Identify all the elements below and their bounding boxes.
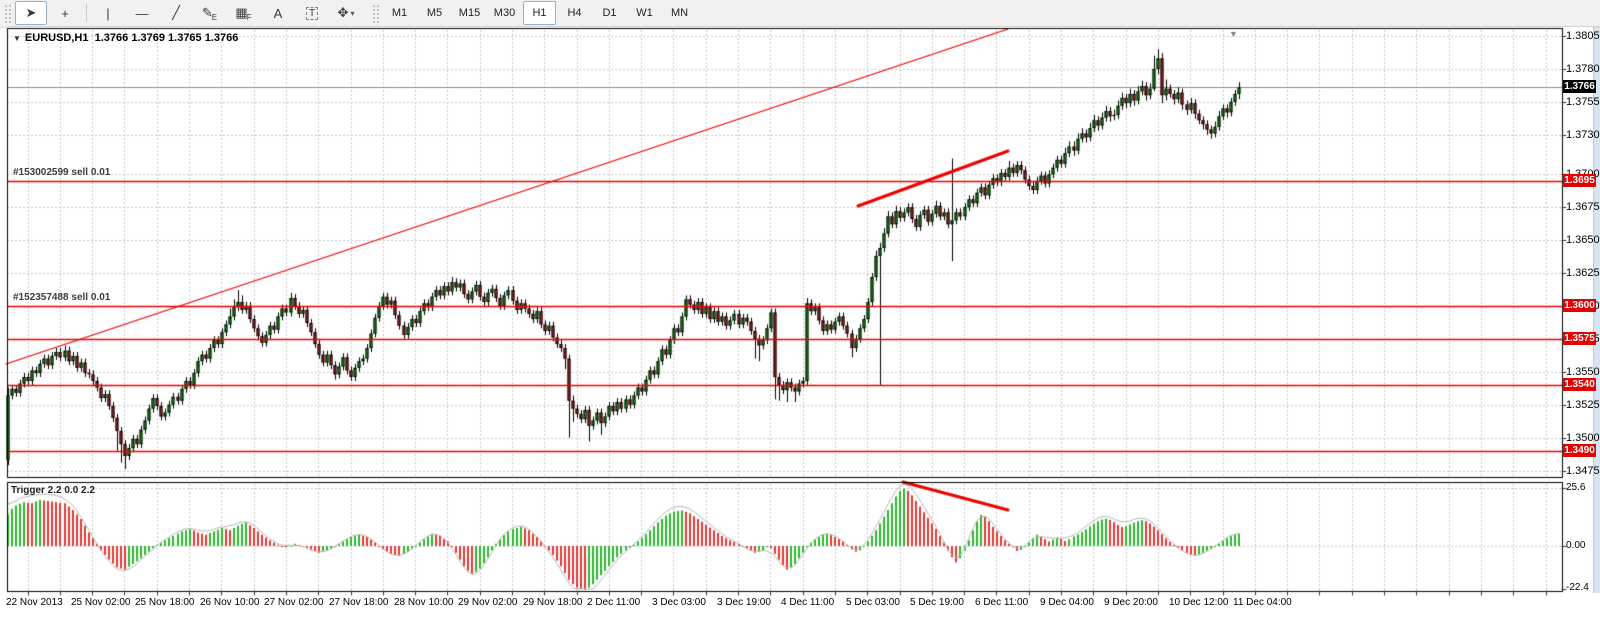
time-axis-label: 4 Dec 11:00	[781, 597, 835, 608]
time-axis-label: 2 Dec 11:00	[587, 597, 641, 608]
price-axis-label: 1.3805	[1566, 30, 1600, 42]
time-axis-label: 26 Nov 10:00	[200, 597, 260, 608]
collapse-icon[interactable]: ▼	[13, 34, 21, 43]
price-axis-label: 1.3675	[1566, 201, 1600, 213]
price-axis-label: 1.3550	[1566, 366, 1600, 378]
time-axis-label: 27 Nov 18:00	[329, 597, 389, 608]
indicator-scale-label: 0.00	[1566, 540, 1586, 551]
indicator-scale-label: 25.6	[1566, 482, 1586, 493]
price-axis-label: 1.3780	[1566, 63, 1600, 75]
indicator-name-label: Trigger 2.2 0.0 2.2	[11, 485, 95, 496]
indicator-scale-label: -22.4	[1566, 582, 1589, 593]
time-axis-label: 3 Dec 03:00	[652, 597, 706, 608]
time-axis-label: 9 Dec 04:00	[1040, 597, 1094, 608]
price-tag: 1.3575	[1563, 332, 1596, 345]
price-axis-label: 1.3650	[1566, 234, 1600, 246]
time-axis-label: 28 Nov 10:00	[394, 597, 454, 608]
time-axis-label: 3 Dec 19:00	[717, 597, 771, 608]
time-axis-label: 9 Dec 20:00	[1104, 597, 1158, 608]
price-axis-label: 1.3755	[1566, 96, 1600, 108]
symbol-label: EURUSD,H1	[24, 32, 89, 44]
price-axis-label: 1.3730	[1566, 129, 1600, 141]
ohlc-quotes: 1.3766 1.3769 1.3765 1.3766	[94, 32, 239, 44]
price-tag: 1.3600	[1563, 299, 1596, 312]
time-axis-label: 22 Nov 2013	[6, 597, 63, 608]
time-axis-label: 27 Nov 02:00	[264, 597, 324, 608]
time-axis-label: 29 Nov 02:00	[458, 597, 518, 608]
chart-title: ▼ EURUSD,H1 1.3766 1.3769 1.3765 1.3766	[13, 32, 238, 44]
time-axis-label: 25 Nov 18:00	[135, 597, 195, 608]
price-axis-label: 1.3525	[1566, 399, 1600, 411]
price-tag: 1.3490	[1563, 444, 1596, 457]
price-tag: 1.3766	[1563, 80, 1596, 93]
price-axis-label: 1.3625	[1566, 267, 1600, 279]
time-axis-label: 6 Dec 11:00	[975, 597, 1029, 608]
time-axis-label: 29 Nov 18:00	[523, 597, 583, 608]
order-label: #153002599 sell 0.01	[13, 167, 111, 178]
price-axis-label: 1.3475	[1566, 465, 1600, 477]
time-axis-label: 11 Dec 04:00	[1233, 597, 1292, 608]
time-axis-label: 5 Dec 03:00	[846, 597, 900, 608]
time-axis-label: 25 Nov 02:00	[71, 597, 131, 608]
price-tag: 1.3695	[1563, 174, 1596, 187]
price-axis-label: 1.3500	[1566, 432, 1600, 444]
time-axis-label: 5 Dec 19:00	[910, 597, 964, 608]
order-label: #152357488 sell 0.01	[13, 292, 111, 303]
price-tag: 1.3540	[1563, 378, 1596, 391]
chart-end-marker-icon[interactable]: ▼	[1229, 29, 1238, 39]
time-axis-label: 10 Dec 12:00	[1169, 597, 1229, 608]
